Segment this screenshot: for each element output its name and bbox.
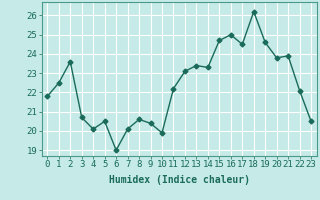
X-axis label: Humidex (Indice chaleur): Humidex (Indice chaleur) — [109, 175, 250, 185]
